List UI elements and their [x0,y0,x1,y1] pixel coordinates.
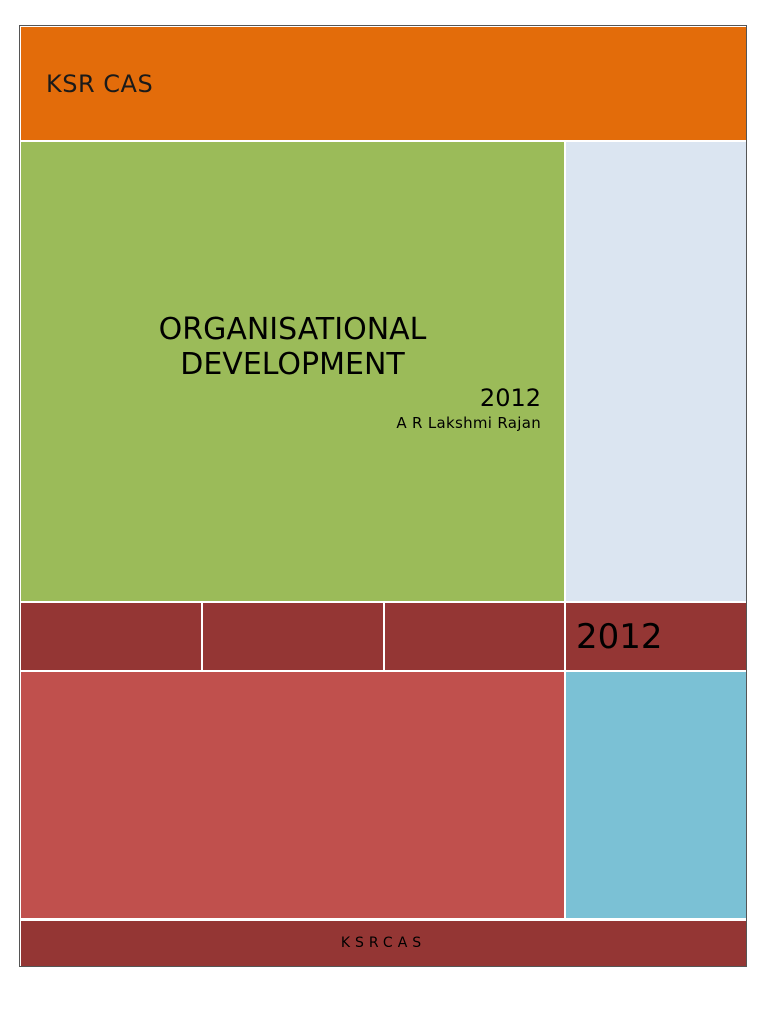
footer-bar: KSRCAS [21,921,746,966]
page-border [19,25,747,967]
band-cell-1 [21,603,201,670]
footer-text: KSRCAS [340,935,427,951]
lower-red-panel [21,672,564,918]
title-panel: ORGANISATIONAL DEVELOPMENT 2012 A R Laks… [21,142,564,601]
side-panel-light [566,142,746,601]
band-cell-2 [203,603,383,670]
header-bar: KSR CAS [21,27,746,140]
band-cell-3 [385,603,564,670]
document-year: 2012 [479,384,541,412]
org-name: KSR CAS [46,70,154,98]
band-year: 2012 [576,617,663,657]
band-cell-year: 2012 [566,603,746,670]
lower-blue-panel [566,672,746,918]
document-title: ORGANISATIONAL DEVELOPMENT [158,312,427,382]
document-author: A R Lakshmi Rajan [396,414,541,432]
